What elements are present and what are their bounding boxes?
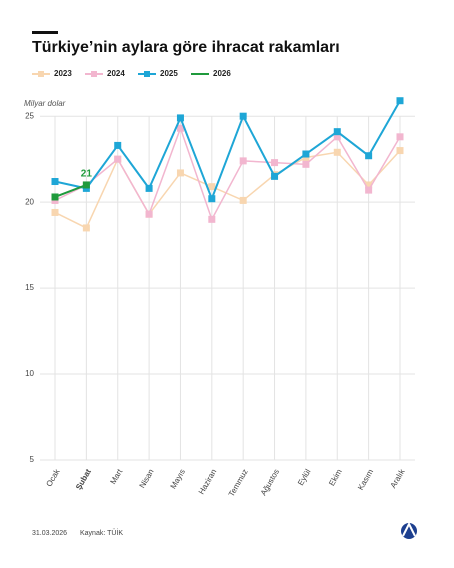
- point: [82, 181, 90, 189]
- legend-item: 2023: [32, 69, 72, 78]
- x-tick-label: Kasım: [356, 467, 375, 491]
- point: [176, 169, 184, 177]
- x-tick-label: Nisan: [138, 468, 156, 490]
- point: [51, 178, 59, 186]
- point: [365, 181, 373, 189]
- series-line: [54, 100, 401, 202]
- y-axis-label: Milyar dolar: [24, 99, 66, 108]
- point: [365, 152, 373, 160]
- logo: [401, 521, 417, 539]
- y-tick-label: 10: [25, 369, 34, 378]
- point: [239, 196, 247, 204]
- point: [51, 208, 59, 216]
- y-tick-label: 25: [25, 111, 34, 120]
- point: [114, 155, 122, 163]
- x-tick-label: Aralık: [389, 467, 408, 490]
- title-bar: [32, 31, 58, 34]
- legend-marker: [38, 71, 44, 77]
- x-tick-label: Şubat: [74, 467, 93, 491]
- legend-label: 2023: [54, 69, 72, 78]
- legend-marker: [91, 71, 97, 77]
- point: [239, 112, 247, 120]
- date: 31.03.2026: [32, 530, 67, 537]
- y-tick-label: 15: [25, 283, 34, 292]
- y-tick-label: 20: [25, 197, 34, 206]
- point: [176, 114, 184, 122]
- point: [51, 193, 59, 201]
- point: [208, 215, 216, 223]
- legend-item: 2024: [85, 69, 125, 78]
- point: [396, 97, 404, 105]
- point: [333, 133, 341, 141]
- x-tick-label: Eylül: [296, 467, 313, 487]
- point: [333, 128, 341, 136]
- legend-label: 2026: [213, 69, 231, 78]
- x-tick-label: Haziran: [197, 468, 219, 496]
- point: [271, 172, 279, 180]
- x-tick-label: Mart: [108, 467, 124, 486]
- source: Kaynak: TÜİK: [80, 528, 123, 537]
- point: [302, 160, 310, 168]
- point: [145, 184, 153, 192]
- legend-marker: [144, 71, 150, 77]
- point: [333, 148, 341, 156]
- x-tick-label: Ocak: [44, 467, 62, 489]
- legend-label: 2024: [107, 69, 125, 78]
- legend-item: 2026: [191, 69, 231, 78]
- series-line: [54, 184, 87, 198]
- point: [208, 183, 216, 191]
- data-label: 21: [81, 169, 93, 180]
- x-tick-label: Ekim: [327, 467, 344, 487]
- point: [114, 141, 122, 149]
- legend-label: 2025: [160, 69, 178, 78]
- x-tick-label: Temmuz: [227, 468, 250, 499]
- chart-title: Türkiye’nin aylara göre ihracat rakamlar…: [32, 39, 340, 56]
- point: [396, 147, 404, 155]
- point: [302, 150, 310, 158]
- point: [145, 210, 153, 218]
- series-line: [54, 125, 401, 222]
- point: [271, 159, 279, 167]
- series-line: [54, 150, 401, 229]
- x-tick-label: Mayıs: [169, 468, 187, 491]
- point: [82, 224, 90, 232]
- x-tick-label: Ağustos: [259, 468, 281, 498]
- point: [365, 186, 373, 194]
- point: [208, 195, 216, 203]
- point: [396, 133, 404, 141]
- y-tick-label: 5: [30, 455, 35, 464]
- legend-item: 2025: [138, 69, 178, 78]
- point: [176, 124, 184, 132]
- point: [239, 157, 247, 165]
